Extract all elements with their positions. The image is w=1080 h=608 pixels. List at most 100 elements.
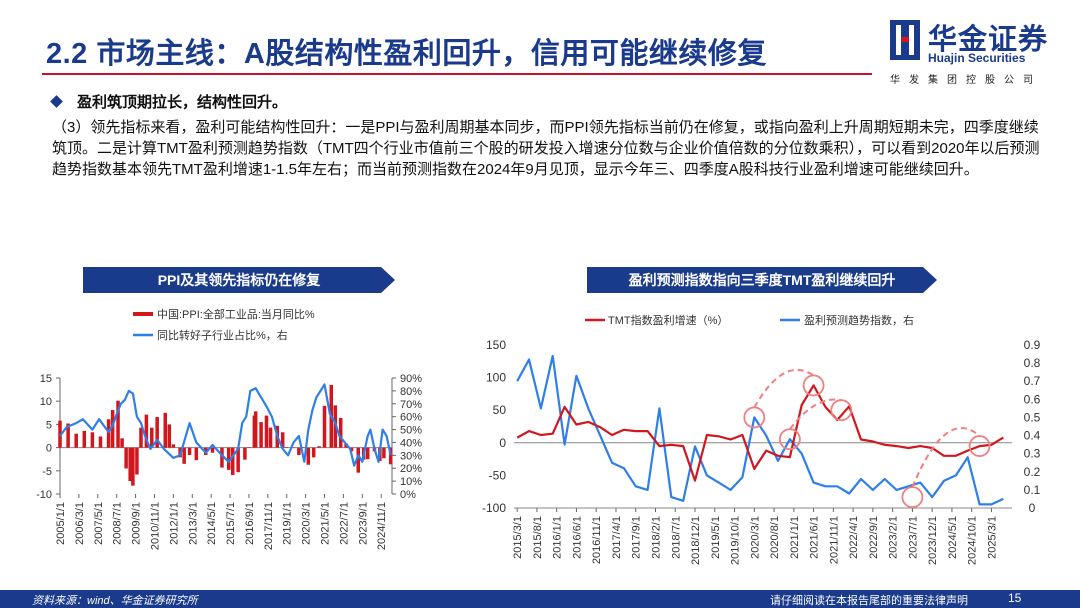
chart2-x-tick-label: 2018/7/1: [670, 516, 682, 559]
chart1-x-tick-label: 2006/3/1: [74, 502, 86, 545]
chart2-x-tick-label: 2024/10/1: [967, 516, 979, 565]
chart1-x-tick-label: 2012/1/1: [168, 502, 180, 545]
key-point-text: 盈利筑顶期拉长，结构性回升。: [77, 94, 288, 111]
chart1-x-tick-label: 2009/9/1: [131, 502, 143, 545]
chart2-right-tick-label: 0.8: [1024, 356, 1041, 370]
ppi-bar: [230, 447, 235, 475]
chart2-x-tick-label: 2022/4/1: [848, 516, 860, 559]
chart2-x-tick-label: 2023/2/1: [888, 516, 900, 559]
ppi-bar: [317, 446, 321, 448]
chart1-x-tick-label: 2015/7/1: [225, 502, 237, 545]
chart2-x-tick-label: 2023/7/1: [907, 516, 919, 559]
chart2-right-tick-label: 0.5: [1024, 410, 1041, 424]
chart2-right-tick-label: 0.3: [1024, 447, 1041, 461]
ppi-bar: [268, 427, 273, 448]
annotation-arc-3: [911, 426, 981, 488]
annotation-circle-tmt-2021: [802, 374, 825, 397]
ppi-bar: [150, 427, 154, 448]
chart2-right-tick-label: 0: [1029, 501, 1036, 515]
ppi-bar: [167, 424, 172, 448]
key-point: 盈利筑顶期拉长，结构性回升。: [50, 91, 288, 112]
chart2-x-tick-label: 2015/3/1: [512, 516, 524, 559]
ppi-bar: [291, 447, 296, 449]
ppi-bar: [90, 432, 95, 448]
ppi-bar: [155, 416, 159, 448]
chart1-x-tick-label: 2010/11/1: [149, 502, 161, 550]
chart1-x-tick-label: 2022/7/1: [338, 502, 350, 545]
legend-label-ppi: 中国:PPI:全部工业品:当月同比%: [157, 307, 315, 321]
chart1-x-tick-label: 2013/3/1: [187, 502, 199, 545]
chart1-right-tick-label: 20%: [400, 463, 422, 475]
chart1-x-tick-label: 2020/3/1: [301, 502, 313, 545]
chart1-left-tick-label: 5: [46, 419, 52, 431]
chart1-x-tick-label: 2024/11/1: [376, 502, 388, 550]
chart2-right-tick-label: 0.2: [1024, 465, 1041, 479]
ppi-bar: [226, 447, 231, 470]
ppi-bar: [124, 447, 128, 469]
ppi-bar: [194, 447, 199, 461]
chart1-x-tick-label: 2021/5/1: [320, 502, 332, 545]
ppi-bar: [139, 427, 143, 448]
ratio-line: [59, 383, 392, 467]
chart2-left-tick-label: 0: [499, 436, 506, 450]
chart1-x-tick-label: 2017/11/1: [263, 502, 275, 550]
ppi-bar: [259, 422, 263, 448]
page-title: 2.2 市场主线：A股结构性盈利回升，信用可能继续修复: [46, 38, 767, 70]
company-logo: 华金证券 Huajin Securities 华发集团控股公司: [880, 18, 1070, 88]
chart1-right-tick-label: 40%: [400, 437, 422, 449]
predictive-index-line: [516, 354, 1004, 506]
footer-source: 资料来源：wind、华金证券研究所: [32, 595, 198, 607]
chart1-right-tick-label: 10%: [400, 476, 422, 488]
ppi-bar: [356, 447, 361, 473]
ppi-bar: [382, 447, 386, 459]
chart2-x-tick-label: 2017/9/1: [631, 516, 643, 559]
chart2-right-tick-label: 0.9: [1024, 338, 1041, 352]
ppi-bar: [74, 433, 78, 448]
chart2-x-tick-label: 2020/3/1: [749, 516, 761, 559]
chart2-x-tick-label: 2019/5/1: [710, 516, 722, 559]
legend-label-ratio: 同比转好子行业占比%，右: [157, 328, 288, 342]
chart2-x-tick-label: 2020/8/1: [769, 516, 781, 559]
chart-1-title: PPI及其领先指标仍在修复: [83, 267, 395, 293]
chart2-x-tick-label: 2016/11/1: [591, 516, 603, 564]
chart2-left-tick-label: 100: [486, 371, 506, 385]
legend-label-tmt: TMT指数盈利增速（%）: [608, 313, 728, 327]
ppi-bar: [243, 447, 247, 460]
ppi-bar: [182, 447, 186, 464]
chart2-right-tick-label: 0.7: [1024, 374, 1041, 388]
chart-2-title: 盈利预测指数指向三季度TMT盈利继续回升: [587, 267, 937, 293]
logo-chinese-name: 华金证券: [928, 22, 1049, 56]
logo-english-name: Huajin Securities: [928, 51, 1026, 65]
chart2-x-tick-label: 2016/6/1: [571, 516, 583, 559]
chart2-right-tick-label: 0.6: [1024, 392, 1041, 406]
chart2-left-tick-label: -100: [482, 501, 506, 515]
legend-swatch-ppi: [133, 312, 153, 316]
legend-label-index: 盈利预测趋势指数，右: [804, 313, 914, 327]
ppi-bar: [311, 447, 316, 458]
chart2-x-tick-label: 2024/5/1: [947, 516, 959, 559]
chart1-right-tick-label: 70%: [400, 399, 422, 411]
chart1-x-tick-label: 2023/9/1: [357, 502, 369, 545]
footer-legal-note: 请仔细阅读在本报告尾部的重要法律声明: [770, 595, 968, 607]
chart2-x-tick-label: 2019/10/1: [730, 516, 742, 565]
annotation-arc-2: [789, 398, 842, 430]
chart2-x-tick-label: 2021/11/1: [828, 516, 840, 564]
chart1-x-tick-label: 2005/1/1: [55, 502, 67, 545]
chart2-right-tick-label: 0.1: [1024, 483, 1041, 497]
chart1-right-tick-label: 0%: [400, 489, 416, 501]
ppi-bar: [301, 447, 305, 448]
chart2-right-tick-label: 0.4: [1024, 429, 1041, 443]
ppi-bar: [98, 436, 103, 448]
ppi-bar: [210, 447, 215, 453]
ppi-bar: [322, 405, 327, 448]
ppi-bar: [264, 415, 269, 448]
chart2-x-tick-label: 2017/4/1: [611, 516, 623, 559]
chart2-x-tick-label: 2022/9/1: [868, 516, 880, 559]
chart1-x-tick-label: 2008/7/1: [112, 502, 124, 545]
chart1-x-tick-label: 2007/5/1: [93, 502, 105, 545]
page-number: 15: [1008, 591, 1022, 605]
ppi-bar: [349, 447, 354, 452]
chart2-x-tick-label: 2023/12/1: [927, 516, 939, 565]
ppi-bar: [284, 447, 289, 448]
chart1-right-tick-label: 80%: [400, 386, 422, 398]
